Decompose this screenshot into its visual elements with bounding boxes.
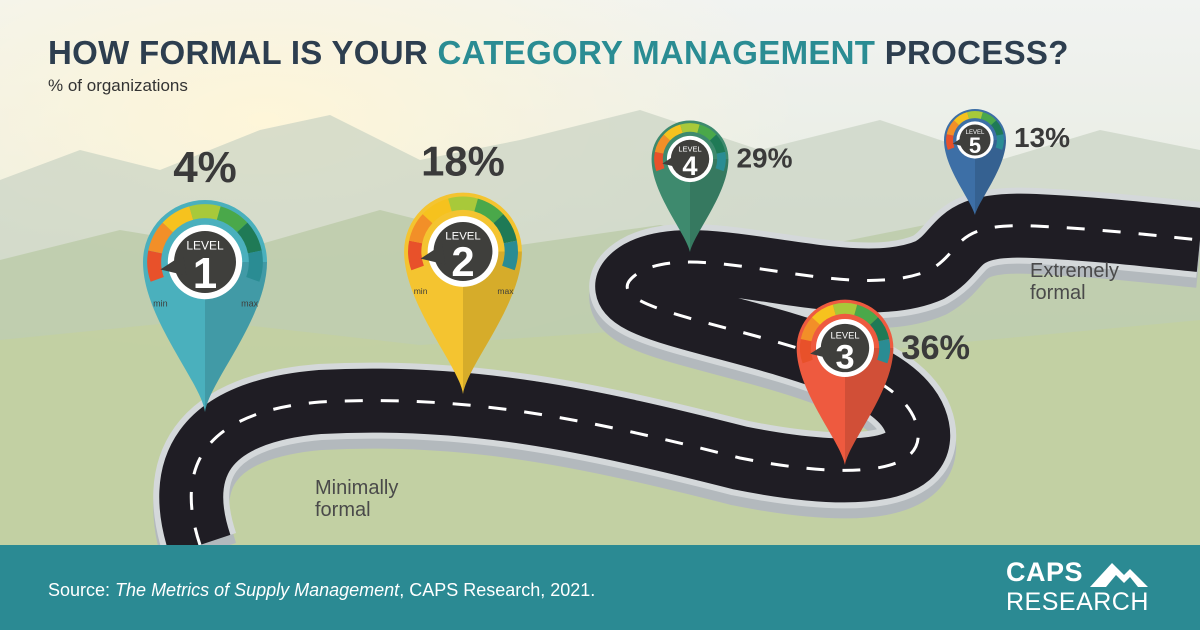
level-1-gauge-segment bbox=[162, 206, 194, 233]
scale-end-label: Extremely formal bbox=[1030, 260, 1124, 304]
level-4-needle-icon bbox=[662, 154, 679, 168]
level-4-gauge-segment bbox=[709, 134, 726, 154]
level-5-needle-icon bbox=[952, 136, 966, 147]
level-3-gauge-segment bbox=[832, 302, 858, 316]
level-2-pin-shade bbox=[463, 251, 522, 394]
level-3-gauge-segment bbox=[869, 317, 890, 342]
scale-start-label: Minimally formal bbox=[315, 477, 404, 521]
level-4-gauge-segment bbox=[654, 151, 665, 172]
level-3-gauge-segment bbox=[877, 339, 891, 364]
road-chart-canvas: Minimally formal Extremely formal LEVEL1… bbox=[0, 0, 1200, 545]
level-5-pin-shade bbox=[975, 140, 1006, 215]
level-4-gauge-segment bbox=[715, 151, 726, 172]
level-2-gauge-segment bbox=[473, 198, 504, 224]
level-4-gauge-segment bbox=[663, 124, 683, 141]
level-2-number: 2 bbox=[451, 238, 474, 285]
level-4-gauge-face bbox=[670, 139, 710, 179]
footer-bar: Source: The Metrics of Supply Management… bbox=[0, 545, 1200, 630]
level-4-pin-shade bbox=[690, 159, 729, 252]
level-2-gauge-segment bbox=[409, 214, 433, 244]
mountain-logo-icon bbox=[1090, 563, 1148, 587]
level-2-max-label: max bbox=[497, 286, 514, 296]
level-2-gauge-segment bbox=[448, 196, 478, 212]
level-1-number: 1 bbox=[193, 249, 217, 298]
level-1-word: LEVEL bbox=[186, 239, 224, 253]
level-5-gauge-segment bbox=[946, 120, 960, 136]
level-1-gauge-segment bbox=[216, 206, 248, 233]
level-3-value-label: 36% bbox=[901, 329, 970, 367]
level-1-min-label: min bbox=[153, 299, 168, 309]
level-5-gauge-face bbox=[959, 124, 991, 156]
caps-research-logo: CAPS RESEARCH bbox=[1006, 559, 1166, 621]
level-3-gauge-segment bbox=[853, 304, 879, 325]
level-5-gauge-segment bbox=[946, 134, 955, 150]
level-5-value-label: 13% bbox=[1014, 122, 1070, 153]
level-1-pin-shade bbox=[205, 262, 267, 412]
level-1-gauge-segment bbox=[189, 204, 221, 220]
level-2-gauge-segment bbox=[502, 240, 518, 271]
chart-title: HOW FORMAL IS YOUR CATEGORY MANAGEMENT P… bbox=[48, 34, 1069, 71]
level-1-gauge-segment bbox=[148, 222, 174, 254]
level-1-gauge-segment bbox=[236, 222, 262, 254]
logo-caps-text: CAPS bbox=[1006, 557, 1084, 587]
chart-subtitle: % of organizations bbox=[48, 76, 188, 95]
level-1-gauge-segment bbox=[147, 250, 164, 282]
level-5-gauge-segment bbox=[990, 120, 1004, 136]
level-2-value-label: 18% bbox=[421, 138, 505, 185]
source-citation: Source: The Metrics of Supply Management… bbox=[48, 580, 596, 600]
level-3-number: 3 bbox=[835, 338, 854, 376]
level-1-gauge-face bbox=[174, 231, 236, 293]
level-2-word: LEVEL bbox=[445, 231, 480, 243]
level-3-gauge-segment bbox=[799, 339, 813, 364]
level-3-gauge-segment bbox=[800, 317, 821, 342]
level-5-gauge-segment bbox=[967, 111, 983, 119]
level-3-needle-icon bbox=[810, 342, 831, 359]
level-2-gauge-segment bbox=[422, 198, 453, 224]
level-2-needle-icon bbox=[420, 244, 446, 265]
level-1-max-label: max bbox=[241, 299, 259, 309]
level-5-word: LEVEL bbox=[966, 130, 985, 136]
level-2-gauge-segment bbox=[493, 214, 517, 244]
level-5-gauge-segment bbox=[953, 112, 970, 126]
level-3-gauge-face bbox=[820, 323, 870, 373]
level-3-pin-shade bbox=[845, 348, 894, 465]
level-5-number: 5 bbox=[969, 133, 981, 158]
level-2-gauge-face bbox=[433, 222, 493, 281]
level-5-gauge-segment bbox=[995, 134, 1004, 150]
level-4-gauge-segment bbox=[654, 134, 671, 154]
level-4-word: LEVEL bbox=[678, 144, 701, 153]
level-1-gauge-segment bbox=[246, 250, 263, 282]
level-3-word: LEVEL bbox=[830, 330, 859, 340]
level-4-gauge-segment bbox=[697, 124, 717, 141]
level-4-number: 4 bbox=[682, 150, 698, 181]
chart-area: Minimally formal Extremely formal LEVEL 1… bbox=[0, 0, 1200, 545]
level-2-min-label: min bbox=[414, 286, 428, 296]
level-5-gauge-segment bbox=[980, 112, 997, 126]
logo-research-text: RESEARCH bbox=[1006, 588, 1149, 616]
level-4-value-label: 29% bbox=[736, 143, 792, 174]
level-1-value-label: 4% bbox=[173, 143, 237, 192]
level-2-gauge-segment bbox=[408, 240, 424, 271]
level-1-needle-icon bbox=[160, 254, 187, 276]
level-3-gauge-segment bbox=[811, 304, 837, 325]
level-4-gauge-segment bbox=[680, 123, 700, 133]
